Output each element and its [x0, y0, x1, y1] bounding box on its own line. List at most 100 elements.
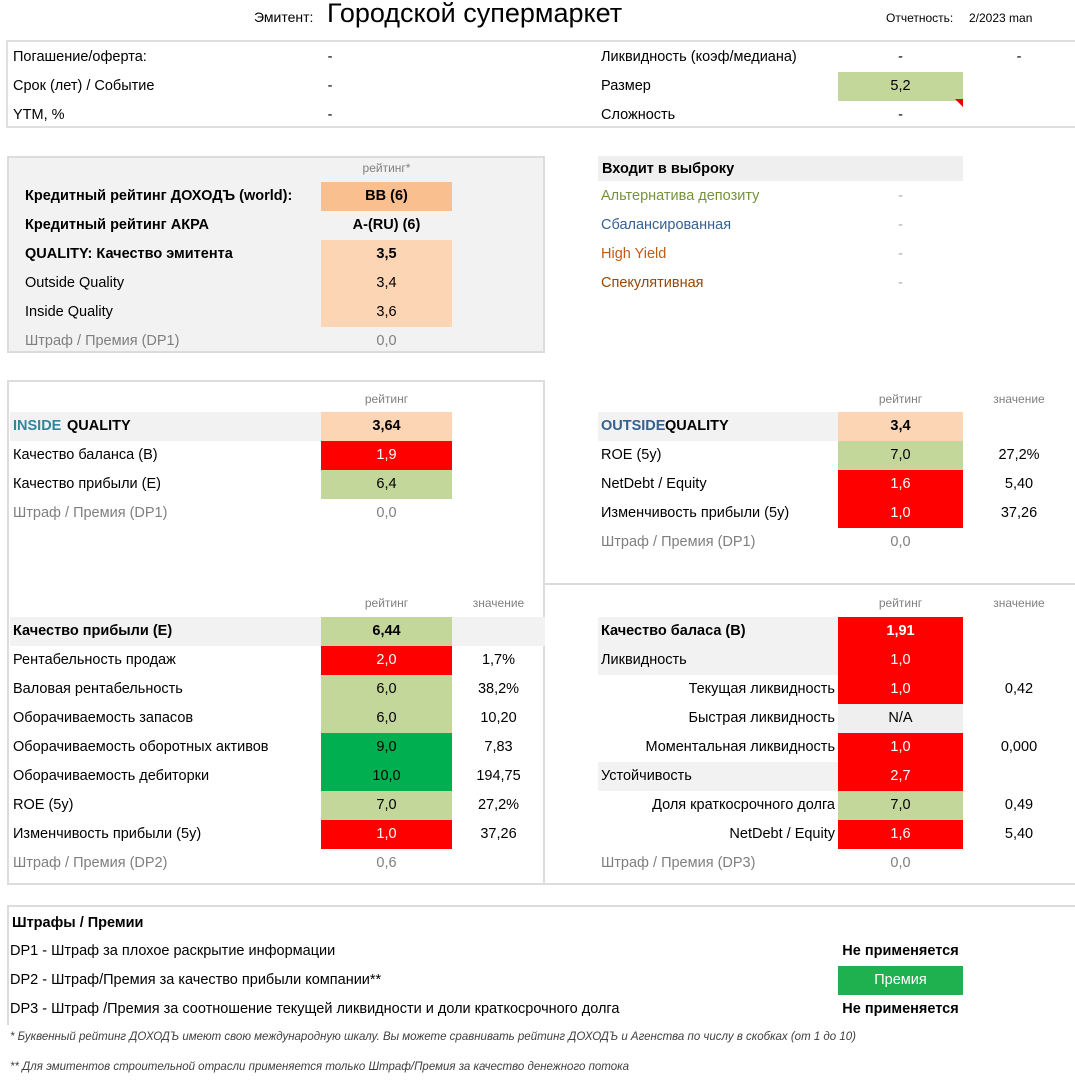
row-label: Моментальная ликвидность	[645, 739, 835, 755]
penalty-label: DP3 - Штраф /Премия за соотношение текущ…	[10, 1001, 620, 1017]
value-cell: 0,42	[1004, 681, 1034, 697]
rating-cell: 2,0	[321, 646, 452, 675]
row-label: Штраф / Премия (DP2)	[13, 855, 168, 871]
row-band	[10, 617, 545, 646]
row-label: Текущая ликвидность	[688, 681, 835, 697]
rating-cell: -	[898, 49, 903, 65]
rating-cell: 6,44	[321, 617, 452, 646]
report-period: 2/2023 man	[969, 11, 1033, 25]
value-cell: 7,83	[484, 739, 513, 755]
rating-cell: 0,0	[890, 534, 911, 550]
row-label: Outside Quality	[25, 275, 125, 291]
row-label: YTM, %	[13, 107, 65, 123]
rating-cell: -	[898, 188, 903, 204]
rating-cell: 1,6	[838, 470, 963, 499]
issuer-label: Эмитент:	[254, 9, 314, 25]
row-label: Валовая рентабельность	[13, 681, 183, 697]
rating-cell: 0,0	[890, 855, 911, 871]
penalties-panel	[7, 905, 1075, 1025]
row-label: NetDebt / Equity	[729, 826, 835, 842]
row-label: Изменчивость прибыли (5y)	[601, 505, 790, 521]
rating-cell: -	[898, 217, 903, 233]
rating-cell: 0,0	[376, 505, 397, 521]
penalty-label: DP2 - Штраф/Премия за качество прибыли к…	[10, 972, 382, 988]
value-cell: 5,40	[1004, 826, 1034, 842]
value-cell: 5,40	[1004, 476, 1034, 492]
row-label: Штраф / Премия (DP1)	[601, 534, 756, 550]
rating-cell: -	[327, 49, 333, 65]
value-cell: -	[1016, 49, 1022, 65]
row-label: Быстрая ликвидность	[688, 710, 835, 726]
rating-cell: A-(RU) (6)	[352, 217, 421, 233]
row-label: Устойчивость	[601, 768, 692, 784]
row-label: Альтернатива депозиту	[601, 188, 760, 204]
value-cell: 27,2%	[477, 797, 520, 813]
value-cell: 37,26	[1000, 505, 1038, 521]
value-cell: 0,49	[1004, 797, 1034, 813]
row-label: Спекулятивная	[601, 275, 704, 291]
footnote: ** Для эмитентов строительной отрасли пр…	[10, 1061, 629, 1073]
rating-cell: 1,0	[838, 675, 963, 704]
rating-cell: 1,0	[838, 733, 963, 762]
row-label: Штраф / Премия (DP3)	[601, 855, 756, 871]
row-label: NetDebt / Equity	[601, 476, 707, 492]
footnote: * Буквенный рейтинг ДОХОДЪ имеют свою ме…	[10, 1031, 857, 1043]
row-label: ROE (5y)	[601, 447, 662, 463]
row-label: Оборачиваемость запасов	[13, 710, 194, 726]
value-cell: 1,7%	[481, 652, 516, 668]
row-label: Штраф / Премия (DP1)	[13, 505, 168, 521]
row-label: Рентабельность продаж	[13, 652, 176, 668]
divider	[7, 883, 1075, 885]
row-label: Оборачиваемость дебиторки	[13, 768, 210, 784]
comment-marker	[955, 99, 963, 107]
row-label: Качество прибыли (E)	[13, 623, 173, 639]
rating-cell: 6,0	[321, 675, 452, 704]
rating-cell: 3,4	[321, 269, 452, 298]
row-label: Штраф / Премия (DP1)	[25, 333, 180, 349]
rating-cell: 5,2	[838, 72, 963, 101]
row-label: Погашение/оферта:	[13, 49, 147, 65]
penalty-status: Премия	[838, 966, 963, 995]
outside_quality-rating: 3,4	[838, 412, 963, 441]
rating-cell: 2,7	[838, 762, 963, 791]
rating-cell: 3,6	[321, 298, 452, 327]
rating-cell: 7,0	[321, 791, 452, 820]
rating-cell: 6,4	[321, 470, 452, 499]
row-label: Оборачиваемость оборотных активов	[13, 739, 269, 755]
selection-header: Входит в выброку	[602, 161, 735, 177]
value-cell: 194,75	[476, 768, 521, 784]
row-label: Кредитный рейтинг АКРА	[25, 217, 209, 233]
row-label: Размер	[601, 78, 651, 94]
value-cell: 38,2%	[477, 681, 520, 697]
row-label: Inside Quality	[25, 304, 113, 320]
rating-cell: -	[327, 78, 333, 94]
rating-cell: 0,0	[376, 333, 397, 349]
outside_quality-title-b: QUALITY	[665, 418, 729, 434]
row-label: QUALITY: Качество эмитента	[25, 246, 233, 262]
penalty-status: Не применяется	[842, 943, 959, 959]
rating-cell: 1,0	[321, 820, 452, 849]
rating-cell: 6,0	[321, 704, 452, 733]
outside_quality-title-a: OUTSIDE	[601, 418, 666, 434]
value-cell: 27,2%	[998, 447, 1040, 463]
inside_quality-title-b: QUALITY	[67, 418, 131, 434]
rating-cell: 3,5	[321, 240, 452, 269]
rating-cell: 7,0	[838, 791, 963, 820]
rating-header: рейтинг	[364, 392, 409, 406]
value-header: значение	[472, 596, 525, 610]
row-label: Сбалансированная	[601, 217, 732, 233]
value-cell: 37,26	[480, 826, 517, 842]
row-label: Качество баласа (B)	[601, 623, 746, 639]
row-label: Ликвидность	[601, 652, 687, 668]
bond-info-panel	[6, 40, 1075, 128]
rating-cell: 1,91	[838, 617, 963, 646]
rating-cell: N/A	[838, 704, 963, 733]
rating-header: рейтинг	[878, 392, 923, 406]
penalties-title: Штрафы / Премии	[12, 915, 144, 931]
rating-cell: 0,6	[376, 855, 397, 871]
row-label: Срок (лет) / Событие	[13, 78, 155, 94]
row-label: Качество баланса (B)	[13, 447, 158, 463]
row-label: High Yield	[601, 246, 667, 262]
selection-header-band	[598, 156, 963, 181]
row-label: Качество прибыли (E)	[13, 476, 161, 492]
